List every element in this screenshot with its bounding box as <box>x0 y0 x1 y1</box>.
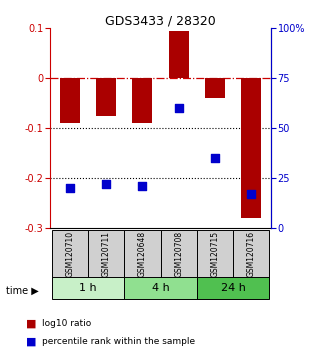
Bar <box>241 78 261 218</box>
Text: GSM120710: GSM120710 <box>65 231 74 277</box>
Point <box>249 192 254 197</box>
Bar <box>160 230 197 278</box>
Bar <box>52 277 124 299</box>
Text: GSM120708: GSM120708 <box>174 231 183 277</box>
Bar <box>124 277 197 299</box>
Point <box>140 183 145 189</box>
Bar <box>233 230 269 278</box>
Bar <box>52 230 88 278</box>
Point <box>103 182 108 187</box>
Text: ■: ■ <box>26 337 36 347</box>
Bar <box>169 31 189 78</box>
Point <box>67 185 72 191</box>
Text: percentile rank within the sample: percentile rank within the sample <box>42 337 195 346</box>
Title: GDS3433 / 28320: GDS3433 / 28320 <box>105 14 216 27</box>
Text: time ▶: time ▶ <box>6 286 39 296</box>
Text: log10 ratio: log10 ratio <box>42 319 91 329</box>
Point <box>176 105 181 111</box>
Bar <box>197 230 233 278</box>
Text: GSM120715: GSM120715 <box>211 231 220 277</box>
Text: ■: ■ <box>26 319 36 329</box>
Bar <box>197 277 269 299</box>
Text: GSM120711: GSM120711 <box>101 231 110 277</box>
Bar <box>88 230 124 278</box>
Bar <box>124 230 160 278</box>
Bar <box>96 78 116 116</box>
Text: GSM120648: GSM120648 <box>138 231 147 277</box>
Text: 4 h: 4 h <box>152 283 169 293</box>
Bar <box>60 78 80 123</box>
Text: GSM120716: GSM120716 <box>247 231 256 277</box>
Text: 24 h: 24 h <box>221 283 246 293</box>
Point <box>213 155 218 161</box>
Bar <box>132 78 152 123</box>
Text: 1 h: 1 h <box>79 283 97 293</box>
Bar <box>205 78 225 98</box>
